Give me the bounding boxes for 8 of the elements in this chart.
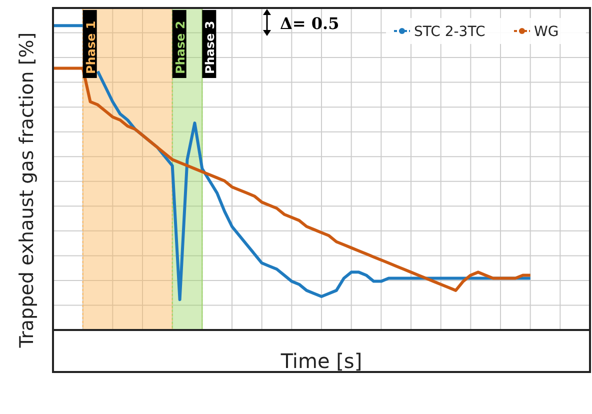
legend-label: STC 2-3TC [414, 24, 486, 40]
legend-label: WG [534, 24, 559, 40]
x-axis-title: Time [s] [280, 349, 362, 373]
y-axis-title: Trapped exhaust gas fraction [%] [16, 32, 38, 349]
annotation: Phase 2 [173, 20, 188, 74]
annotation: Δ= 0.5 [280, 14, 340, 33]
annotation: Phase 3 [203, 20, 218, 74]
annotation: Phase 1 [84, 20, 98, 74]
